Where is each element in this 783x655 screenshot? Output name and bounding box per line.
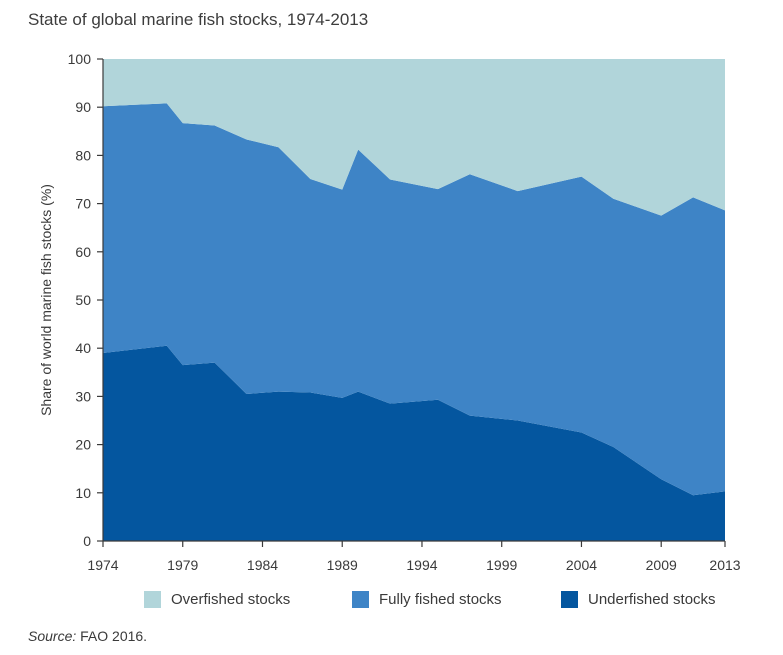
source-note: Source: FAO 2016. [28,628,147,644]
x-tick-label: 1989 [327,557,358,573]
legend-label-underfished: Underfished stocks [588,591,716,608]
y-tick-label: 80 [75,147,91,163]
legend-swatch-overfished [144,591,161,608]
legend-label-overfished: Overfished stocks [171,591,291,608]
y-tick-label: 20 [75,437,91,453]
legend-swatch-underfished [561,591,578,608]
y-tick-label: 70 [75,196,91,212]
area-overfished-stocks [103,59,725,216]
legend-item-underfished: Underfished stocks [561,591,716,608]
y-tick-label: 50 [75,292,91,308]
x-tick-label: 1979 [167,557,198,573]
area-fully-fished-stocks [103,103,725,496]
chart-title: State of global marine fish stocks, 1974… [28,10,369,29]
y-tick-label: 10 [75,485,91,501]
x-tick-label: 1999 [486,557,517,573]
y-tick-label: 30 [75,388,91,404]
legend-item-fully-fished: Fully fished stocks [352,591,502,608]
x-tick-label: 2009 [646,557,677,573]
legend-swatch-fully-fished [352,591,369,608]
x-tick-label: 1984 [247,557,278,573]
legend-label-fully-fished: Fully fished stocks [379,591,502,608]
stacked-area-chart: 0 10 20 30 40 50 60 70 80 90 100 1974 1979 1984 1989 19… [68,51,741,573]
area-underfished-stocks [103,345,725,541]
x-tick-label: 2004 [566,557,597,573]
y-tick-label: 90 [75,99,91,115]
y-tick-label: 100 [68,51,92,67]
y-tick-label: 0 [83,533,91,549]
x-tick-label: 1974 [87,557,118,573]
x-tick-label: 2013 [709,557,740,573]
legend-item-overfished: Overfished stocks [144,591,290,608]
y-tick-label: 60 [75,244,91,260]
legend: Overfished stocks Fully fished stocks Un… [0,591,783,615]
source-label: Source: [28,628,77,644]
source-text: FAO 2016. [76,628,148,644]
y-tick-label: 40 [75,340,91,356]
x-tick-label: 1994 [406,557,437,573]
